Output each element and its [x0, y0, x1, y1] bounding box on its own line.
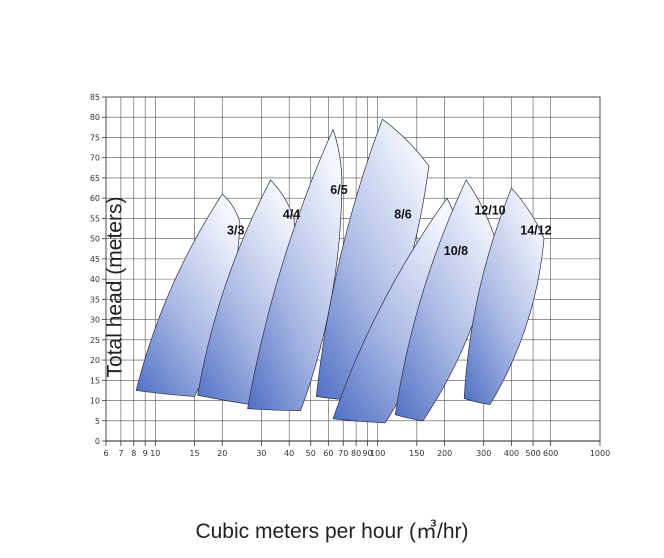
- x-tick-label: 500: [525, 449, 540, 458]
- pump-curve-regions: [135, 118, 545, 424]
- y-tick-label: 85: [90, 93, 100, 102]
- x-tick-label: 400: [504, 449, 519, 458]
- y-tick-label: 45: [90, 255, 100, 264]
- x-tick-label: 60: [323, 449, 333, 458]
- x-tick-label: 50: [306, 449, 316, 458]
- x-tick-label: 300: [476, 449, 491, 458]
- pump-size-label: 4/4: [283, 207, 300, 221]
- y-tick-label: 55: [90, 214, 100, 223]
- y-tick-label: 50: [90, 235, 100, 244]
- x-tick-label: 200: [437, 449, 452, 458]
- pump-size-label: 3/3: [227, 224, 244, 238]
- y-tick-label: 65: [90, 174, 100, 183]
- x-tick-label: 80: [351, 449, 361, 458]
- x-tick-label: 100: [370, 449, 385, 458]
- x-axis-title: Cubic meters per hour (㎥/hr): [195, 520, 469, 543]
- y-tick-label: 0: [95, 437, 100, 446]
- y-tick-label: 25: [90, 336, 100, 345]
- x-tick-label: 15: [189, 449, 199, 458]
- x-tick-label: 600: [543, 449, 558, 458]
- x-tick-label: 30: [256, 449, 266, 458]
- y-tick-label: 15: [90, 376, 100, 385]
- x-tick-label: 8: [131, 449, 136, 458]
- y-tick-label: 80: [90, 113, 100, 122]
- pump-size-label: 12/10: [474, 203, 505, 217]
- pump-curve-6-5: [247, 128, 343, 411]
- pump-size-label: 10/8: [444, 244, 468, 258]
- y-tick-label: 35: [90, 295, 100, 304]
- pump-curve-14-12: [463, 187, 545, 405]
- pump-size-label: 6/5: [330, 183, 347, 197]
- y-tick-label: 5: [95, 417, 100, 426]
- y-tick-label: 40: [90, 275, 100, 284]
- x-tick-label: 90: [362, 449, 372, 458]
- y-tick-label: 60: [90, 194, 100, 203]
- y-tick-label: 30: [90, 316, 100, 325]
- pump-size-label: 8/6: [394, 207, 411, 221]
- x-tick-label: 10: [150, 449, 160, 458]
- y-tick-label: 20: [90, 356, 100, 365]
- x-tick-label: 40: [284, 449, 294, 458]
- y-axis-title: Total head (meters): [103, 196, 127, 378]
- pump-curve-labels: 3/3 4/4 6/5 8/6 10/8 12/10 14/12: [227, 183, 552, 258]
- chart-axes: [102, 96, 601, 446]
- x-tick-label: 70: [338, 449, 348, 458]
- x-tick-label: 1000: [590, 449, 610, 458]
- x-tick-label: 9: [143, 449, 148, 458]
- y-tick-label: 10: [90, 397, 100, 406]
- x-tick-label: 7: [118, 449, 123, 458]
- y-tick-label: 70: [90, 154, 100, 163]
- y-tick-label: 75: [90, 133, 100, 142]
- x-tick-label: 6: [103, 449, 108, 458]
- pump-size-label: 14/12: [520, 224, 551, 238]
- x-tick-label: 20: [217, 449, 227, 458]
- x-tick-label: 150: [409, 449, 424, 458]
